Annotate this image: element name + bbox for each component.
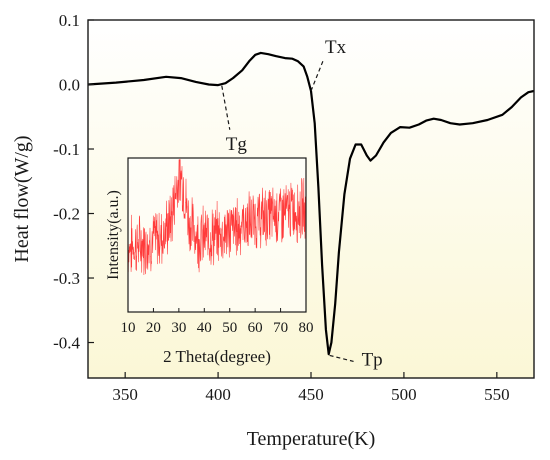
xrd-pattern-curve (128, 159, 306, 276)
inset-x-axis-label: 2 Theta(degree) (163, 347, 271, 366)
inset-frame (127, 157, 307, 313)
annotation-leader (221, 85, 231, 130)
inset-x-tick-label: 80 (299, 320, 314, 336)
y-tick-label: -0.1 (53, 140, 80, 159)
y-tick-label: -0.2 (53, 205, 80, 224)
main-ticks-layer: 350 400 450 500 550 0.1 0.0 -0.1 -0.2 -0.3 -0.4 (53, 11, 510, 404)
inset-x-tick-label: 70 (273, 320, 288, 336)
y-axis-label: Heat flow(W/g) (11, 135, 33, 262)
inset-series-layer (128, 159, 306, 276)
heat-flow-curve (88, 51, 534, 356)
x-tick-label: 500 (391, 385, 417, 404)
annotation-label-tx: Tx (325, 37, 347, 58)
main-series-layer (88, 51, 534, 356)
inset-y-axis-label: Intensity(a.u.) (105, 190, 122, 280)
inset-x-tick-label: 50 (222, 320, 237, 336)
x-tick-label: 450 (298, 385, 324, 404)
annotation-label-tg: Tg (226, 134, 248, 155)
inset-x-tick-label: 40 (197, 320, 212, 336)
y-tick-label: -0.3 (53, 269, 80, 288)
x-axis-label: Temperature(K) (247, 428, 376, 450)
inset-ticks-layer: 10 20 30 40 50 60 70 80 (121, 308, 314, 336)
annotation-label-tp: Tp (362, 349, 383, 370)
inset-x-tick-label: 60 (248, 320, 263, 336)
inset-x-tick-label: 30 (171, 320, 186, 336)
inset-x-tick-label: 20 (146, 320, 161, 336)
x-tick-label: 550 (484, 385, 510, 404)
y-tick-label: 0.1 (59, 11, 80, 30)
x-tick-label: 350 (112, 385, 138, 404)
y-tick-label: 0.0 (59, 76, 80, 95)
inset-x-tick-label: 10 (121, 320, 136, 336)
x-tick-label: 400 (205, 385, 231, 404)
y-tick-label: -0.4 (53, 334, 80, 353)
main-annotations-layer: Tg Tx Tp (221, 37, 383, 370)
annotation-leader (310, 60, 324, 92)
